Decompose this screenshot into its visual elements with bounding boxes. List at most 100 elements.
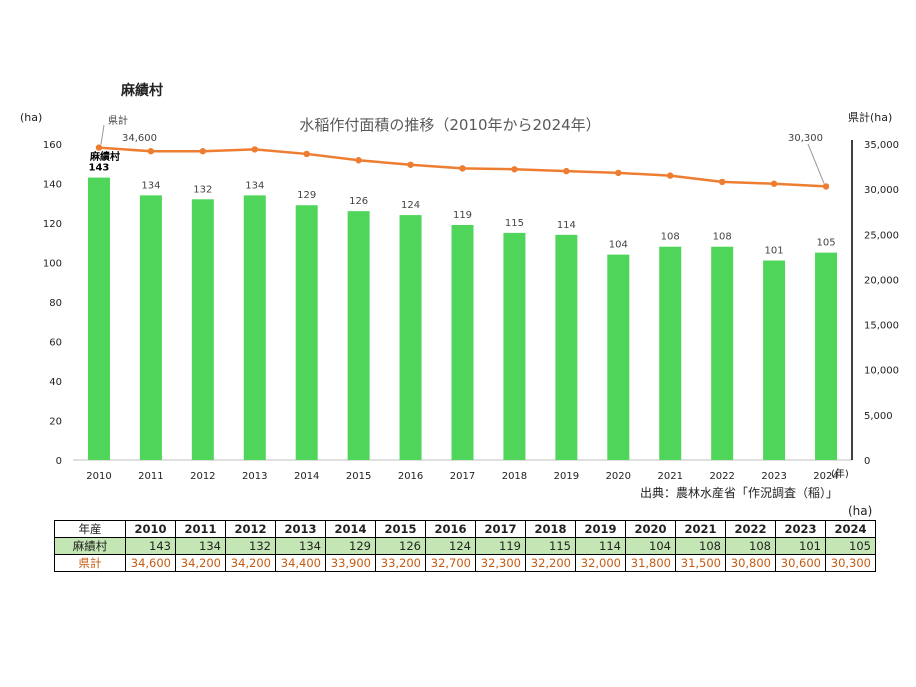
- bar-data-label: 101: [765, 246, 784, 257]
- table-pref-cell: 31,800: [625, 554, 676, 572]
- table-year-cell: 2016: [425, 520, 476, 538]
- line-point: [511, 166, 518, 173]
- table-year-cell: 2010: [125, 520, 176, 538]
- bar-data-label: 143: [89, 163, 110, 174]
- table-town-cell: 129: [325, 537, 376, 555]
- bar: [607, 254, 630, 460]
- table-town-cell: 105: [825, 537, 876, 555]
- left-tick-label: 60: [49, 338, 62, 349]
- left-tick-label: 40: [49, 377, 62, 388]
- table-town-cell: 134: [275, 537, 326, 555]
- data-table: 年産 2010 2011 2012 2013 2014 2015 2016 2017 2018 2…: [54, 520, 876, 572]
- right-tick-label: 10,000: [864, 366, 899, 377]
- line-point: [303, 150, 310, 158]
- x-tick-label: 2012: [190, 471, 215, 482]
- x-tick-label: 2016: [398, 471, 423, 482]
- line-point: [355, 157, 362, 164]
- bar: [399, 215, 422, 460]
- table-header-label: 年産: [54, 520, 126, 538]
- left-tick-label: 0: [56, 456, 62, 467]
- table-town-cell: 108: [675, 537, 726, 555]
- table-pref-cell: 34,200: [175, 554, 226, 572]
- left-tick-label: 20: [49, 417, 62, 428]
- x-tick-label: 2013: [242, 471, 267, 482]
- bar: [191, 199, 214, 461]
- x-tick-label: 2011: [138, 471, 163, 482]
- source-note: 出典：農林水産省「作況調査（稲）」: [640, 486, 839, 500]
- bar-data-label: 119: [453, 210, 472, 221]
- table-year-cell: 2020: [625, 520, 676, 538]
- table-year-cell: 2011: [175, 520, 226, 538]
- left-tick-label: 160: [43, 140, 62, 151]
- line-point: [199, 148, 207, 155]
- table-pref-cell: 34,200: [225, 554, 276, 572]
- bar-data-label: 105: [816, 238, 835, 249]
- table-town-row: 麻績村 143 134 132 134 129 126 124 119 115 114 104 108…: [54, 537, 876, 555]
- bar-data-label: 134: [245, 180, 264, 191]
- bar: [347, 211, 370, 460]
- table-pref-row: 県計 34,600 34,200 34,200 34,400 33,900 33,200 3…: [54, 554, 876, 572]
- table-unit: (ha): [848, 504, 873, 518]
- right-tick-label: 5,000: [864, 411, 893, 422]
- bar: [815, 252, 838, 460]
- line-point: [459, 165, 466, 172]
- left-tick-label: 80: [49, 298, 62, 309]
- chart-title: 水稲作付面積の推移（2010年から2024年）: [299, 116, 600, 134]
- table-town-cell: 114: [575, 537, 626, 555]
- line-point: [95, 144, 103, 151]
- line-point: [822, 183, 830, 190]
- table-year-cell: 2013: [275, 520, 326, 538]
- x-tick-label: 2017: [450, 471, 475, 482]
- table-town-cell: 108: [725, 537, 776, 555]
- table-year-cell: 2019: [575, 520, 626, 538]
- bar: [763, 260, 786, 460]
- bar: [503, 232, 526, 460]
- bar: [87, 177, 110, 460]
- table-year-cell: 2017: [475, 520, 526, 538]
- line-point: [718, 178, 726, 186]
- line-last-label: 30,300: [788, 133, 823, 144]
- table-year-cell: 2014: [325, 520, 376, 538]
- table-town-cell: 132: [225, 537, 276, 555]
- bar: [555, 234, 578, 460]
- chart: 0 20 40 60 80 100 120 140 160 0 5,000 10,000 15,000 2…: [20, 110, 899, 482]
- table-pref-cell: 33,200: [375, 554, 426, 572]
- table-pref-cell: 34,600: [125, 554, 176, 572]
- table-year-cell: 2024: [825, 520, 876, 538]
- table-town-cell: 104: [625, 537, 676, 555]
- table-year-cell: 2012: [225, 520, 276, 538]
- x-tick-label: 2020: [606, 471, 631, 482]
- table-pref-cell: 32,300: [475, 554, 526, 572]
- x-tick-label: 2015: [346, 471, 371, 482]
- bar: [451, 224, 474, 460]
- line-last-leader: [807, 143, 825, 184]
- left-tick-label: 120: [43, 219, 62, 230]
- table-town-cell: 119: [475, 537, 526, 555]
- x-tick-label: 2024: [813, 471, 838, 482]
- table-pref-cell: 30,600: [775, 554, 826, 572]
- bar-data-label: 115: [505, 218, 524, 229]
- bar-data-label: 134: [141, 180, 160, 191]
- table-town-cell: 134: [175, 537, 226, 555]
- line-series-label: 県計: [108, 114, 128, 127]
- line-point: [667, 172, 674, 179]
- line-series-leader: [100, 124, 105, 145]
- right-tick-label: 20,000: [864, 275, 899, 286]
- bar-data-label: 104: [609, 240, 628, 251]
- line-point: [615, 169, 622, 177]
- x-tick-label: 2010: [86, 471, 111, 482]
- bar-data-label: 129: [297, 190, 316, 201]
- table-town-cell: 101: [775, 537, 826, 555]
- table-town-cell: 115: [525, 537, 576, 555]
- line-first-label: 34,600: [122, 133, 157, 144]
- table-year-cell: 2022: [725, 520, 776, 538]
- table-pref-cell: 32,000: [575, 554, 626, 572]
- right-axis-unit: 県計(ha): [848, 110, 892, 124]
- x-tick-label: 2022: [709, 471, 734, 482]
- bar-data-label: 108: [661, 232, 680, 243]
- right-tick-label: 35,000: [864, 140, 899, 151]
- town-title: 麻績村: [121, 83, 163, 99]
- bar-data-label: 124: [401, 200, 420, 211]
- left-tick-label: 140: [43, 180, 62, 191]
- table-year-cell: 2021: [675, 520, 726, 538]
